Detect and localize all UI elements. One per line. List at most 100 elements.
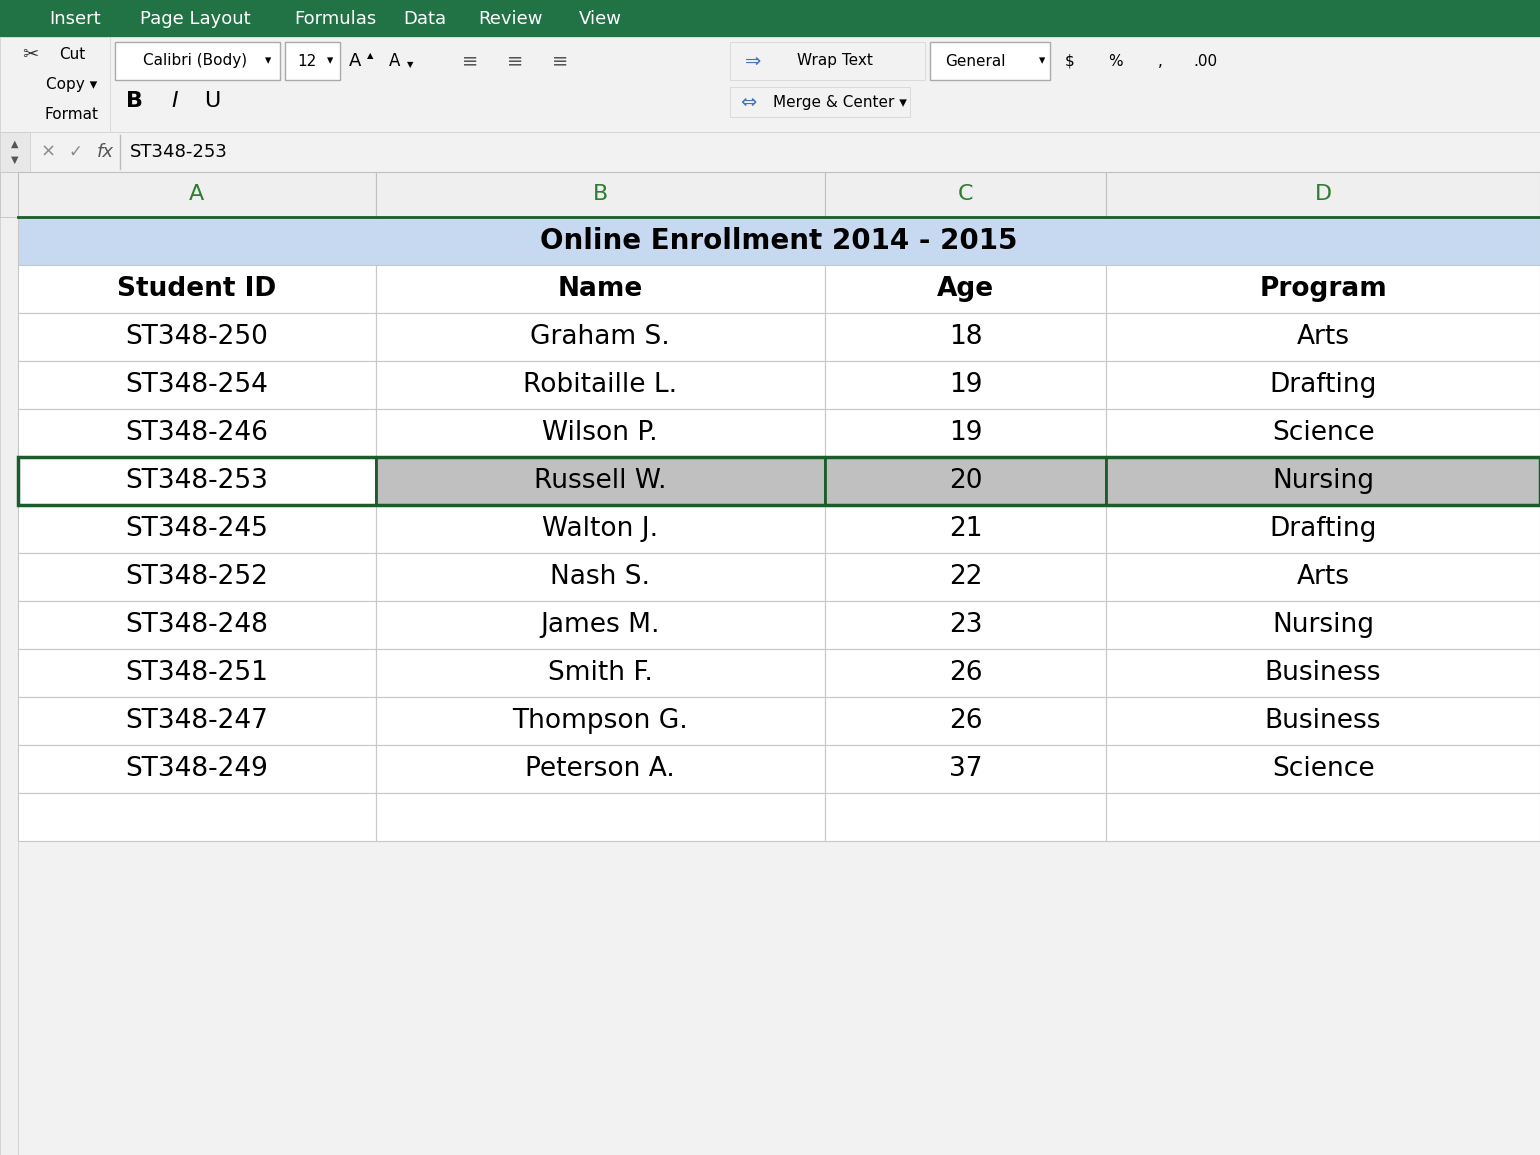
Bar bbox=[730, 42, 926, 80]
Bar bbox=[824, 264, 1106, 313]
Bar bbox=[0, 132, 1540, 172]
Text: ▼: ▼ bbox=[407, 60, 413, 69]
Text: 18: 18 bbox=[949, 325, 983, 350]
Text: Russell W.: Russell W. bbox=[534, 468, 667, 494]
Text: Nursing: Nursing bbox=[1272, 468, 1374, 494]
Bar bbox=[1106, 745, 1540, 793]
Text: Student ID: Student ID bbox=[117, 276, 277, 301]
Bar bbox=[1106, 313, 1540, 362]
Text: ST348-254: ST348-254 bbox=[125, 372, 268, 398]
Text: 19: 19 bbox=[949, 420, 983, 446]
Text: Format: Format bbox=[45, 107, 99, 122]
Text: ▾: ▾ bbox=[265, 54, 271, 67]
Text: Calibri (Body): Calibri (Body) bbox=[143, 53, 246, 68]
Bar bbox=[824, 601, 1106, 649]
Text: A: A bbox=[390, 52, 400, 70]
Text: Nursing: Nursing bbox=[1272, 612, 1374, 638]
Text: ⇒: ⇒ bbox=[745, 52, 761, 70]
Bar bbox=[1106, 793, 1540, 841]
Text: View: View bbox=[579, 9, 622, 28]
Text: James M.: James M. bbox=[541, 612, 661, 638]
Text: 21: 21 bbox=[949, 516, 983, 542]
Text: U: U bbox=[203, 91, 220, 111]
Text: fx: fx bbox=[97, 143, 114, 161]
Text: Wilson P.: Wilson P. bbox=[542, 420, 658, 446]
Text: %: % bbox=[1107, 53, 1123, 68]
Bar bbox=[824, 505, 1106, 553]
Text: Name: Name bbox=[557, 276, 642, 301]
Text: Smith F.: Smith F. bbox=[548, 660, 653, 686]
Bar bbox=[116, 42, 280, 80]
Bar bbox=[376, 649, 824, 696]
Bar bbox=[730, 87, 910, 117]
Text: Formulas: Formulas bbox=[294, 9, 376, 28]
Bar bbox=[1106, 457, 1540, 505]
Bar bbox=[18, 457, 376, 505]
Text: ST348-248: ST348-248 bbox=[125, 612, 268, 638]
Text: Online Enrollment 2014 - 2015: Online Enrollment 2014 - 2015 bbox=[541, 228, 1018, 255]
Bar bbox=[18, 793, 376, 841]
Bar bbox=[376, 696, 824, 745]
Bar bbox=[1106, 649, 1540, 696]
Text: A: A bbox=[189, 185, 205, 204]
Bar bbox=[1106, 409, 1540, 457]
Bar bbox=[1106, 601, 1540, 649]
Bar bbox=[824, 409, 1106, 457]
Text: Arts: Arts bbox=[1297, 564, 1349, 590]
Text: Program: Program bbox=[1260, 276, 1388, 301]
Bar bbox=[1106, 553, 1540, 601]
Text: Walton J.: Walton J. bbox=[542, 516, 658, 542]
Text: ST348-250: ST348-250 bbox=[125, 325, 268, 350]
Bar bbox=[1106, 172, 1540, 217]
Text: ⇔: ⇔ bbox=[741, 92, 756, 112]
Bar bbox=[376, 745, 824, 793]
Bar bbox=[18, 457, 1540, 505]
Bar bbox=[376, 409, 824, 457]
Bar bbox=[376, 264, 824, 313]
Bar bbox=[18, 745, 376, 793]
Text: 12: 12 bbox=[297, 53, 317, 68]
Text: 23: 23 bbox=[949, 612, 983, 638]
Bar bbox=[18, 505, 376, 553]
Text: Arts: Arts bbox=[1297, 325, 1349, 350]
Text: ST348-252: ST348-252 bbox=[125, 564, 268, 590]
Text: ≡: ≡ bbox=[551, 52, 568, 70]
Text: ≡: ≡ bbox=[507, 52, 524, 70]
Bar bbox=[376, 172, 824, 217]
Text: 19: 19 bbox=[949, 372, 983, 398]
Text: 22: 22 bbox=[949, 564, 983, 590]
Bar bbox=[376, 457, 824, 505]
Bar bbox=[1106, 362, 1540, 409]
Bar bbox=[0, 132, 29, 172]
Text: Thompson G.: Thompson G. bbox=[513, 708, 688, 733]
Text: Review: Review bbox=[477, 9, 542, 28]
Text: Nash S.: Nash S. bbox=[550, 564, 650, 590]
Bar bbox=[18, 217, 1540, 264]
Bar bbox=[376, 601, 824, 649]
Text: ST348-246: ST348-246 bbox=[125, 420, 268, 446]
Text: B: B bbox=[593, 185, 608, 204]
Text: ▼: ▼ bbox=[11, 155, 18, 165]
Bar bbox=[18, 362, 376, 409]
Bar bbox=[824, 313, 1106, 362]
Bar bbox=[376, 362, 824, 409]
Text: ST348-253: ST348-253 bbox=[129, 143, 228, 161]
Bar bbox=[376, 793, 824, 841]
Bar bbox=[376, 313, 824, 362]
Text: Cut: Cut bbox=[59, 46, 85, 61]
Bar bbox=[1106, 264, 1540, 313]
Bar bbox=[824, 745, 1106, 793]
Bar bbox=[18, 409, 376, 457]
Bar bbox=[18, 649, 376, 696]
Text: ST348-253: ST348-253 bbox=[125, 468, 268, 494]
Bar bbox=[18, 696, 376, 745]
Bar bbox=[930, 42, 1050, 80]
Text: ,: , bbox=[1158, 53, 1163, 68]
Bar bbox=[824, 793, 1106, 841]
Text: Business: Business bbox=[1264, 708, 1381, 733]
Text: Science: Science bbox=[1272, 757, 1374, 782]
Text: 26: 26 bbox=[949, 708, 983, 733]
Bar bbox=[18, 601, 376, 649]
Text: Data: Data bbox=[403, 9, 447, 28]
Text: A: A bbox=[350, 52, 362, 70]
